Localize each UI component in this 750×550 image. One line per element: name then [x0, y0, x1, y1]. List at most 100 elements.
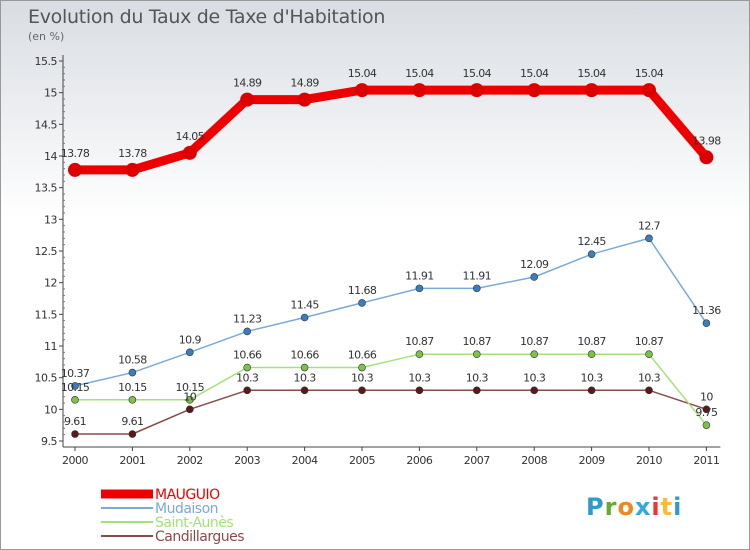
data-point-saint-aun-s: [186, 396, 194, 404]
data-point-mudaison: [530, 273, 539, 281]
data-point-candillargues: [71, 430, 79, 438]
data-point-saint-aun-s: [243, 363, 251, 372]
data-point-candillargues: [415, 386, 424, 395]
data-label-mauguio: 13.78: [118, 147, 147, 160]
logo-letter: r: [604, 493, 618, 521]
data-label-saint-aun-s: 10.66: [290, 349, 319, 362]
data-point-mauguio: [584, 83, 599, 98]
y-tick-label: 9.5: [41, 435, 57, 448]
logo-letter: x: [634, 493, 652, 521]
data-point-mauguio: [355, 83, 369, 98]
data-point-mauguio: [412, 83, 427, 98]
data-label-candillargues: 10.3: [581, 371, 604, 384]
data-point-mudaison: [702, 319, 711, 328]
x-tick-label: 2003: [234, 454, 260, 467]
y-tick-label: 11: [44, 340, 57, 353]
data-point-saint-aun-s: [300, 363, 309, 372]
data-point-saint-aun-s: [702, 421, 711, 429]
x-tick-label: 2001: [119, 454, 145, 467]
data-label-mudaison: 11.36: [692, 304, 721, 317]
logo-letter: P: [586, 493, 605, 521]
data-label-mudaison: 10.37: [61, 367, 90, 380]
logo-letter: o: [617, 493, 635, 521]
data-label-candillargues: 9.61: [121, 415, 143, 428]
data-point-mudaison: [645, 234, 653, 243]
legend-label-mauguio: MAUGUIO: [155, 487, 220, 503]
y-tick-label: 13.5: [35, 182, 58, 195]
data-label-mauguio: 14.89: [233, 77, 262, 90]
data-label-mudaison: 11.91: [463, 269, 492, 282]
data-label-saint-aun-s: 10.87: [520, 335, 549, 348]
data-label-mauguio: 15.04: [520, 67, 549, 80]
data-label-mauguio: 13.98: [692, 134, 721, 147]
data-label-candillargues: 10.3: [466, 371, 489, 384]
data-label-mauguio: 14.89: [290, 77, 319, 90]
y-tick-label: 14: [44, 150, 57, 163]
data-label-mudaison: 11.23: [233, 312, 262, 325]
data-label-candillargues: 10.3: [408, 371, 431, 384]
data-label-candillargues: 10.3: [523, 371, 546, 384]
data-label-mudaison: 12.45: [577, 235, 606, 248]
y-tick-label: 15.5: [35, 55, 58, 68]
data-point-saint-aun-s: [358, 363, 366, 372]
data-point-mudaison: [186, 348, 194, 357]
data-point-mudaison: [358, 299, 366, 307]
data-point-saint-aun-s: [71, 396, 79, 404]
data-point-candillargues: [128, 430, 137, 438]
data-label-candillargues: 10.3: [351, 371, 374, 384]
data-point-mauguio: [68, 162, 82, 177]
x-tick-label: 2000: [62, 454, 88, 467]
series-line-candillargues: [74, 389, 708, 435]
data-point-mudaison: [300, 313, 309, 322]
y-tick-label: 10.5: [35, 372, 58, 385]
x-tick-label: 2007: [464, 454, 490, 467]
x-tick-label: 2011: [693, 454, 719, 467]
data-label-mudaison: 12.7: [638, 219, 661, 232]
chart-title: Evolution du Taux de Taxe d'Habitation: [28, 6, 386, 28]
x-tick-label: 2009: [579, 454, 605, 467]
data-point-mauguio: [527, 83, 542, 98]
series-line-mudaison: [74, 237, 708, 387]
data-label-mauguio: 15.04: [635, 67, 664, 80]
data-point-candillargues: [243, 386, 251, 395]
data-point-candillargues: [358, 386, 366, 395]
y-tick-label: 14.5: [35, 118, 58, 131]
legend-label-saint-aun-s: Saint-Aunès: [155, 515, 233, 531]
data-label-candillargues: 10.3: [236, 371, 259, 384]
data-point-candillargues: [530, 386, 539, 395]
x-tick-label: 2006: [406, 454, 432, 467]
logo-letter: t: [660, 493, 674, 521]
data-point-mudaison: [587, 250, 596, 258]
data-point-candillargues: [472, 386, 481, 395]
data-label-mudaison: 12.09: [520, 258, 549, 271]
data-label-saint-aun-s: 10.87: [577, 335, 606, 348]
data-label-mudaison: 10.9: [179, 333, 202, 346]
series-line-saint-aun-s: [74, 353, 708, 426]
data-point-mauguio: [699, 150, 714, 165]
x-tick-label: 2004: [292, 454, 318, 467]
data-point-mauguio: [469, 83, 484, 98]
data-label-saint-aun-s: 10.87: [463, 335, 492, 348]
data-point-mauguio: [297, 92, 312, 107]
data-point-saint-aun-s: [587, 350, 596, 359]
legend-label-candillargues: Candillargues: [155, 529, 244, 545]
data-point-mauguio: [642, 83, 656, 98]
logo-letter: i: [673, 493, 683, 521]
proxiti-logo: Proxiti: [586, 493, 682, 521]
data-point-mudaison: [71, 382, 79, 390]
data-label-mauguio: 15.04: [577, 67, 606, 80]
data-label-saint-aun-s: 10.15: [176, 381, 205, 394]
data-label-saint-aun-s: 10.66: [233, 349, 262, 362]
data-label-mauguio: 15.04: [463, 67, 492, 80]
data-label-saint-aun-s: 10.15: [118, 381, 147, 394]
data-point-saint-aun-s: [415, 350, 424, 359]
x-tick-label: 2005: [349, 454, 375, 467]
data-label-candillargues: 10.3: [294, 371, 317, 384]
data-point-mauguio: [182, 145, 197, 160]
data-label-saint-aun-s: 10.15: [61, 381, 90, 394]
data-label-mudaison: 11.45: [290, 299, 319, 312]
data-point-saint-aun-s: [472, 350, 481, 359]
data-label-mauguio: 15.04: [348, 67, 377, 80]
data-label-mauguio: 14.05: [176, 130, 205, 143]
